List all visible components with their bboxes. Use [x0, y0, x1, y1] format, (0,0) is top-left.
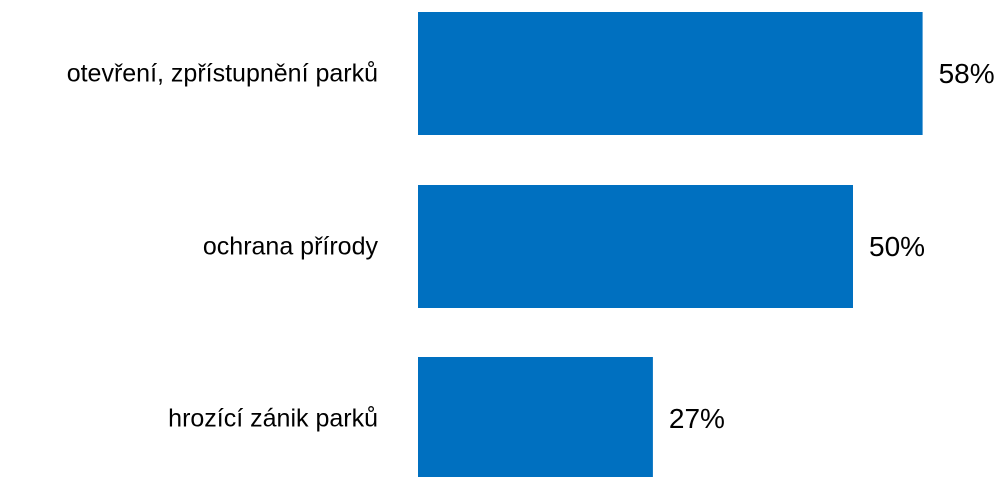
bar-1 — [418, 12, 923, 135]
category-label-3: hrozící zánik parků — [168, 405, 378, 433]
category-label-2: ochrana přírody — [203, 233, 379, 261]
value-label-3: 27% — [669, 403, 725, 434]
bar-3 — [418, 357, 653, 477]
value-label-2: 50% — [869, 231, 925, 262]
value-label-1: 58% — [939, 58, 995, 89]
bar-2 — [418, 185, 853, 308]
category-label-1: otevření, zpřístupnění parků — [67, 60, 378, 88]
